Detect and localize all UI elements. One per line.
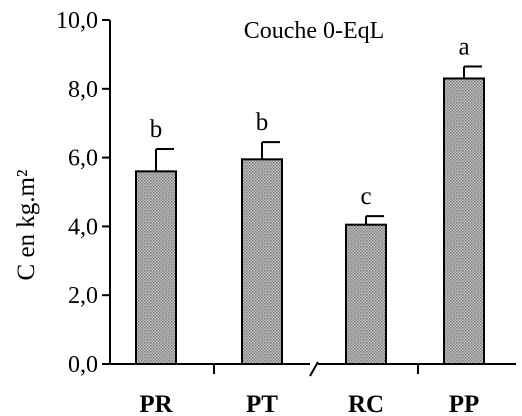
bar-rc: [345, 223, 387, 365]
significance-label-pp: a: [458, 33, 469, 60]
significance-label-pr: b: [150, 116, 163, 143]
x-axis: PR PT RC PP: [110, 361, 516, 416]
significance-label-rc: c: [360, 183, 371, 210]
y-tick-label: 0,0: [68, 352, 98, 378]
axis-break-mark: [309, 361, 319, 377]
y-axis-label: C en kg.m²: [13, 170, 40, 281]
y-tick-label: 6,0: [68, 146, 98, 172]
y-tick-label: 10,0: [56, 8, 98, 34]
bar-pp: [443, 77, 485, 365]
bar-pr: [135, 170, 177, 365]
y-tick-label: 2,0: [68, 283, 98, 309]
y-tick-label: 4,0: [68, 214, 98, 240]
y-axis-ticks: 0,0 2,0 4,0 6,0 8,0 10,0: [56, 8, 110, 378]
bars: b b c a: [135, 33, 485, 365]
chart-title: Couche 0-EqL: [244, 18, 385, 44]
x-tick-label-pr: PR: [139, 391, 173, 416]
x-tick-label-pt: PT: [246, 391, 278, 416]
x-tick-label-pp: PP: [449, 391, 480, 416]
x-tick-label-rc: RC: [348, 391, 384, 416]
bar-pt: [241, 158, 283, 365]
y-tick-label: 8,0: [68, 77, 98, 103]
significance-label-pt: b: [256, 109, 269, 136]
